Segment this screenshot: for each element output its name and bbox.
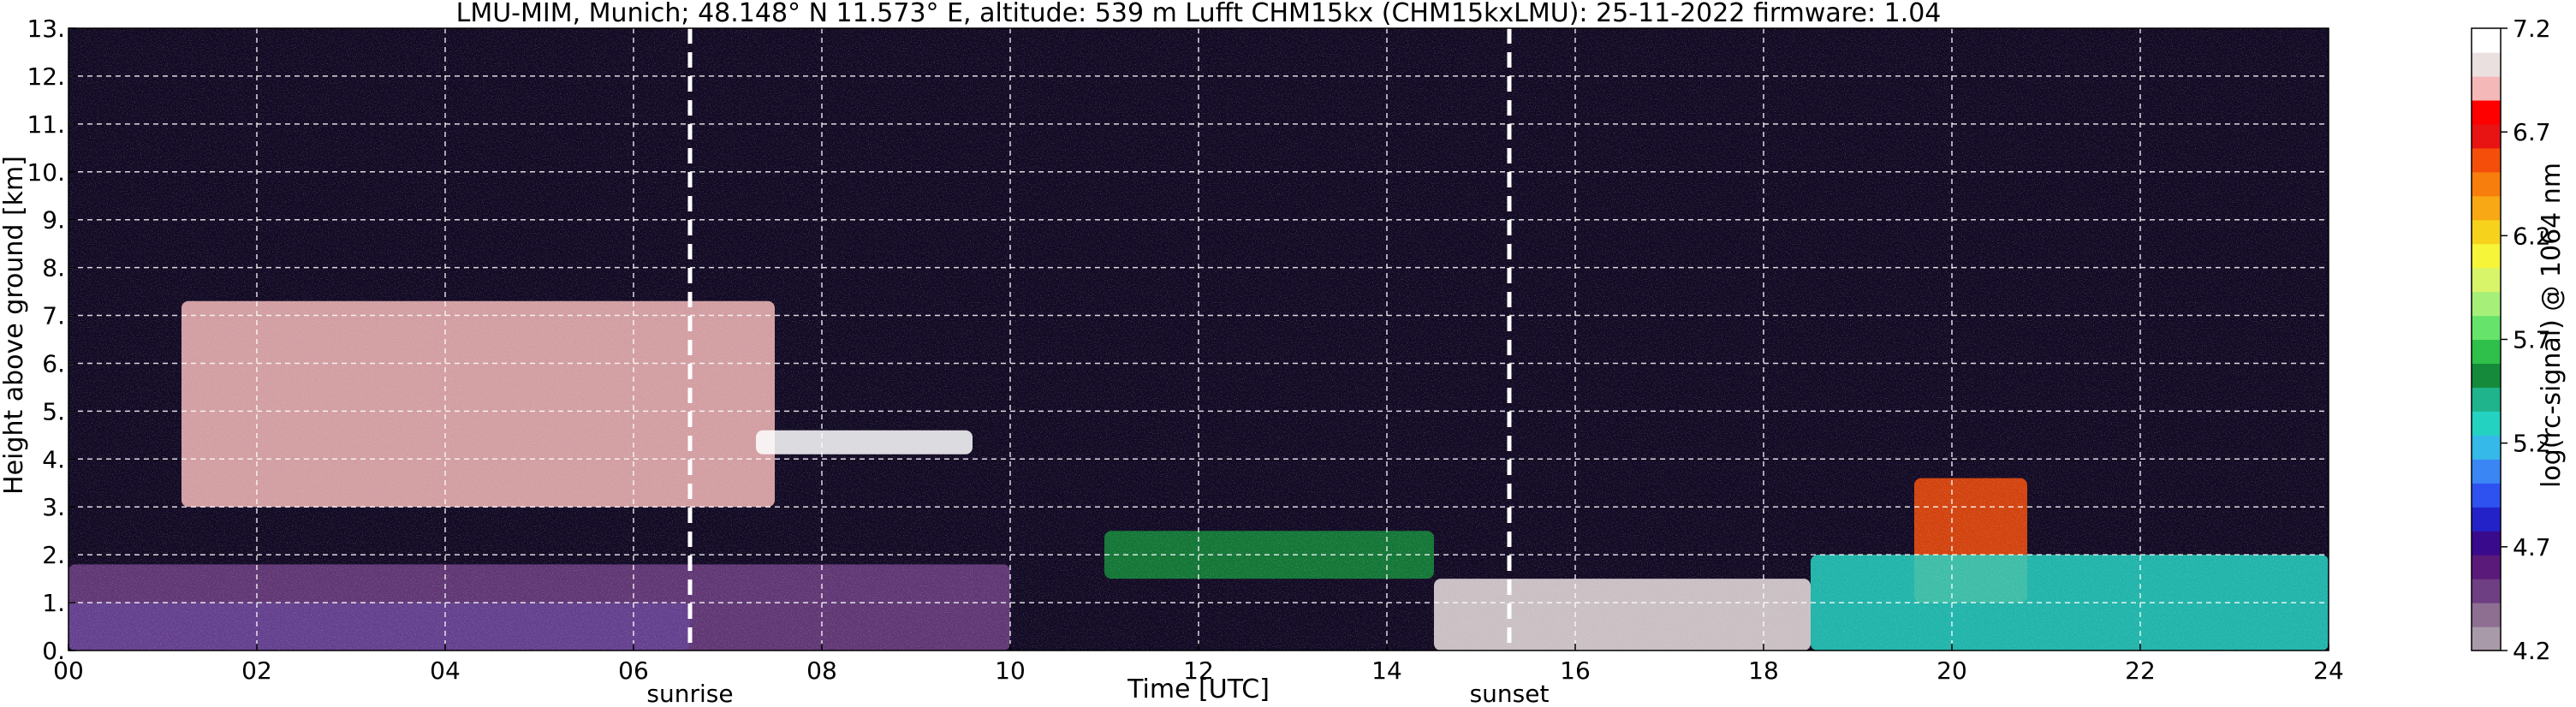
x-tick-label: 12	[1183, 656, 1214, 685]
colorbar-segment	[2472, 507, 2501, 532]
y-tick-label: 11.	[27, 110, 65, 139]
x-axis-label: Time [UTC]	[1127, 674, 1270, 704]
colorbar-segment	[2472, 411, 2501, 436]
y-tick-label: 12.	[27, 62, 65, 91]
colorbar-segment	[2472, 603, 2501, 627]
colorbar-segment	[2472, 195, 2501, 221]
colorbar-segment	[2472, 75, 2501, 101]
colorbar-tick-label: 5.7	[2513, 326, 2551, 354]
annotation-label-0: sunrise	[646, 680, 733, 707]
colorbar-tick-label: 4.2	[2513, 637, 2551, 665]
y-tick-label: 13.	[27, 15, 65, 43]
x-tick-label: 22	[2125, 656, 2156, 685]
y-tick-label: 10.	[27, 158, 65, 187]
x-tick-label: 04	[430, 656, 461, 685]
x-tick-label: 14	[1371, 656, 1402, 685]
colorbar-segment	[2472, 147, 2501, 173]
y-tick-label: 4.	[42, 445, 65, 473]
colorbar-segment	[2472, 315, 2501, 341]
y-tick-label: 9.	[42, 206, 65, 235]
y-tick-label: 1.	[42, 589, 65, 617]
colorbar-segment	[2472, 531, 2501, 556]
annotation-layer: sunrise sunset	[646, 28, 1549, 707]
colorbar-segment	[2472, 123, 2501, 149]
colorbar-segment	[2472, 291, 2501, 317]
colorbar-segment	[2472, 387, 2501, 412]
colorbar	[2471, 27, 2502, 651]
colorbar-segment	[2472, 363, 2501, 389]
y-axis-label: Height above ground [km]	[0, 156, 29, 495]
colorbar-segment	[2472, 219, 2501, 245]
colorbar-tick-label: 5.2	[2513, 430, 2551, 458]
y-tick-label: 2.	[42, 541, 65, 569]
colorbar-tick-label: 6.2	[2513, 222, 2551, 250]
colorbar-segment	[2472, 99, 2501, 125]
colorbar-tick-label: 4.7	[2513, 533, 2551, 561]
colorbar-label: log(rc-signal) @ 1064 nm	[2537, 163, 2567, 488]
y-tick-label: 5.	[42, 397, 65, 425]
x-tick-label: 00	[53, 656, 84, 685]
annotation-label-1: sunset	[1470, 680, 1550, 707]
chart-title: LMU-MIM, Munich; 48.148° N 11.573° E, al…	[456, 0, 1942, 28]
y-tick-label: 0.	[42, 637, 65, 665]
y-tick-label: 7.	[42, 302, 65, 330]
x-tick-label: 18	[1748, 656, 1779, 685]
x-axis: 00 02 04 06 08 10 12 14 16 18 20 22 24	[53, 644, 2344, 685]
x-tick-label: 06	[618, 656, 649, 685]
x-tick-label: 20	[1936, 656, 1967, 685]
y-axis: 0. 1. 2. 3. 4. 5. 6. 7. 8. 9. 10. 11. 12. 13.	[27, 15, 75, 665]
x-tick-label: 10	[995, 656, 1026, 685]
colorbar-segment	[2472, 459, 2501, 484]
x-tick-label: 24	[2313, 656, 2344, 685]
x-tick-label: 16	[1560, 656, 1591, 685]
y-tick-label: 3.	[42, 493, 65, 521]
colorbar-segment	[2472, 171, 2501, 197]
colorbar-segment	[2472, 435, 2501, 460]
grid-layer	[68, 28, 2329, 651]
colorbar-segment	[2472, 627, 2501, 651]
colorbar-segment	[2472, 555, 2501, 579]
colorbar-segment	[2472, 51, 2501, 77]
colorbar-segment	[2472, 28, 2501, 53]
y-tick-label: 6.	[42, 349, 65, 377]
colorbar-ticks: 4.2 4.7 5.2 5.7 6.2 6.7 7.2	[2501, 15, 2551, 665]
colorbar-segment	[2472, 243, 2501, 269]
colorbar-segment	[2472, 267, 2501, 293]
colorbar-segment	[2472, 339, 2501, 365]
x-tick-label: 08	[806, 656, 837, 685]
colorbar-segment	[2472, 579, 2501, 603]
colorbar-tick-label: 7.2	[2513, 15, 2551, 43]
colorbar-segment	[2472, 483, 2501, 508]
y-tick-label: 8.	[42, 254, 65, 282]
x-tick-label: 02	[241, 656, 272, 685]
colorbar-tick-label: 6.7	[2513, 118, 2551, 146]
